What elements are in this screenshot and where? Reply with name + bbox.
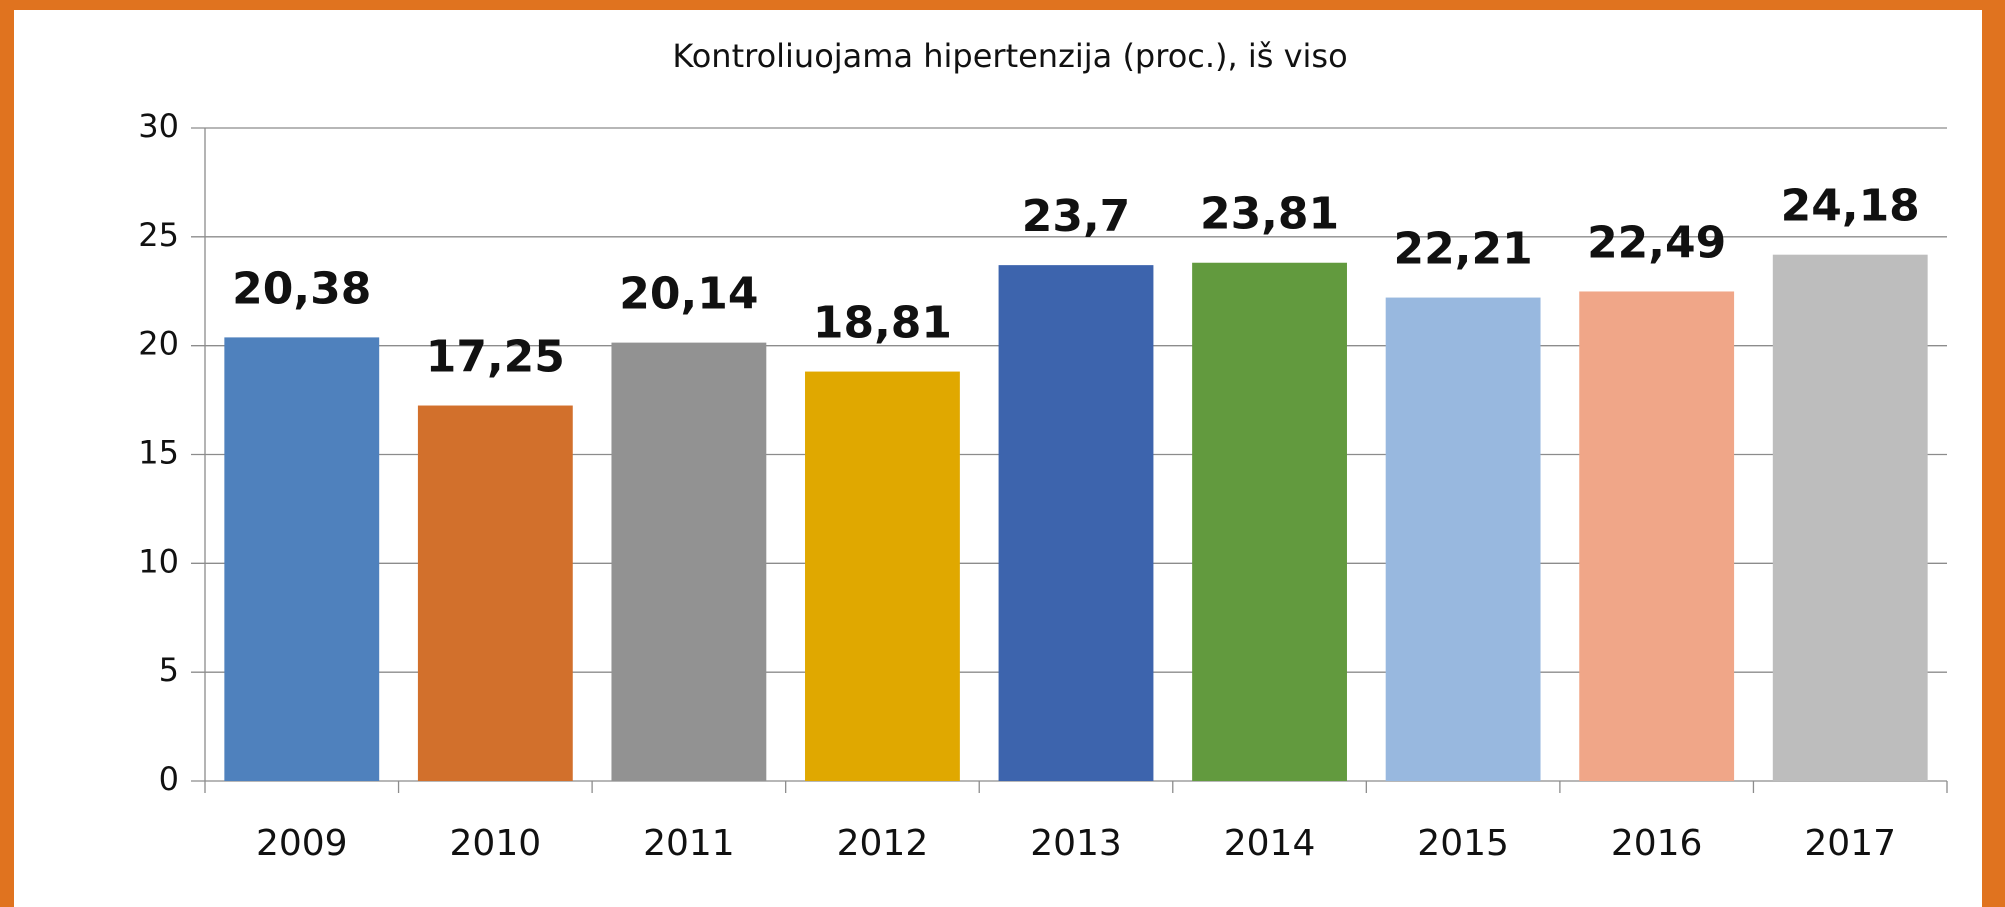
x-tick-label: 2011 [643, 823, 735, 864]
y-tick-label: 30 [138, 107, 179, 145]
bar [1192, 262, 1347, 781]
bar [1385, 297, 1541, 781]
value-label: 17,25 [426, 332, 565, 383]
x-tick-label: 2013 [1030, 823, 1122, 864]
value-label: 20,38 [232, 263, 371, 314]
bar [805, 371, 960, 781]
value-label: 23,81 [1200, 189, 1339, 240]
y-tick-label: 0 [159, 760, 179, 798]
y-tick-label: 10 [138, 542, 179, 580]
y-tick-label: 5 [159, 651, 179, 689]
y-tick-label: 20 [138, 325, 179, 363]
y-tick-label: 15 [138, 434, 179, 472]
y-tick-label: 25 [138, 216, 179, 254]
x-tick-label: 2017 [1804, 823, 1896, 864]
bar [1579, 291, 1735, 781]
bar [1772, 254, 1928, 781]
value-label: 22,49 [1587, 217, 1726, 268]
value-label: 24,18 [1781, 181, 1920, 232]
value-label: 23,7 [1022, 191, 1131, 242]
x-tick-label: 2012 [837, 823, 929, 864]
chart-title: Kontroliuojama hipertenzija (proc.), iš … [672, 37, 1347, 75]
x-tick-label: 2016 [1611, 823, 1703, 864]
value-label: 20,14 [619, 269, 758, 320]
bar [611, 342, 767, 781]
x-tick-label: 2015 [1417, 823, 1509, 864]
bar [998, 265, 1154, 781]
x-tick-label: 2014 [1224, 823, 1316, 864]
bar [224, 337, 380, 781]
value-label: 22,21 [1394, 224, 1533, 275]
bar [417, 405, 573, 781]
x-tick-label: 2010 [450, 823, 542, 864]
value-label: 18,81 [813, 298, 952, 349]
x-tick-label: 2009 [256, 823, 348, 864]
